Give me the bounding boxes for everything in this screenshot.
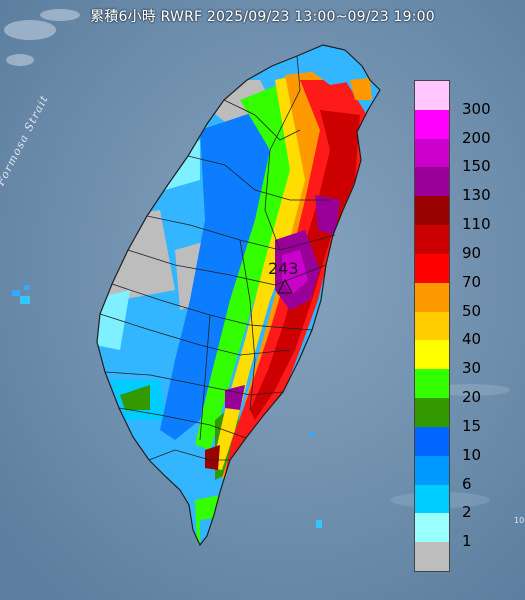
legend-swatch	[415, 542, 449, 572]
county-boundaries	[99, 55, 336, 461]
legend-swatch	[415, 311, 449, 341]
legend-label: 40	[462, 330, 482, 349]
color-legend	[414, 80, 450, 572]
legend-swatch	[415, 484, 449, 514]
edge-number: 10	[514, 516, 525, 525]
legend-label: 1	[462, 532, 472, 551]
max-marker-icon	[276, 278, 294, 294]
legend-swatch	[415, 225, 449, 255]
legend-label: 200	[462, 128, 491, 147]
legend-swatch	[415, 81, 449, 111]
legend-swatch	[415, 282, 449, 313]
map-title: 累積6小時 RWRF 2025/09/23 13:00~09/23 19:00	[90, 9, 435, 25]
legend-label: 2	[462, 503, 472, 522]
legend-label: 20	[462, 388, 482, 407]
legend-label: 15	[462, 416, 482, 435]
legend-swatch	[415, 455, 449, 486]
legend-swatch	[415, 167, 449, 197]
legend-swatch	[415, 196, 449, 226]
legend-swatch	[415, 513, 449, 543]
legend-label: 50	[462, 301, 482, 320]
legend-label: 110	[462, 215, 491, 234]
legend-label: 6	[462, 474, 472, 493]
legend-swatch	[415, 398, 449, 428]
legend-swatch	[415, 109, 449, 140]
legend-swatch	[415, 369, 449, 399]
legend-label: 70	[462, 272, 482, 291]
coastline	[96, 44, 381, 547]
legend-label: 300	[462, 99, 491, 118]
legend-label: 90	[462, 243, 482, 262]
legend-swatch	[415, 253, 449, 284]
legend-swatch	[415, 340, 449, 370]
legend-label: 150	[462, 157, 491, 176]
max-value-label: 243	[268, 259, 299, 278]
legend-swatch	[415, 426, 449, 457]
legend-label: 130	[462, 186, 491, 205]
legend-swatch	[415, 138, 449, 168]
legend-label: 30	[462, 359, 482, 378]
outlying-islands	[12, 285, 322, 528]
legend-label: 10	[462, 445, 482, 464]
